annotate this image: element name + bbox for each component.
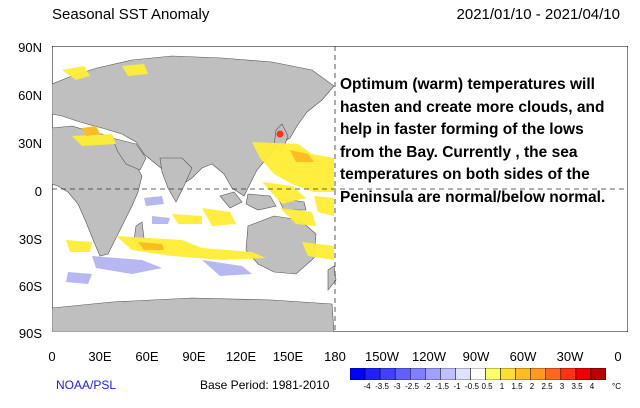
colorbar-tick: -0.5 bbox=[465, 382, 479, 391]
lon-label: 120W bbox=[412, 349, 446, 364]
colorbar-swatch bbox=[455, 368, 471, 380]
colorbar-tick: 4 bbox=[589, 382, 595, 391]
colorbar-swatch bbox=[545, 368, 562, 380]
colorbar-tick: 1 bbox=[499, 382, 505, 391]
colorbar-tick: 1.5 bbox=[511, 382, 523, 391]
colorbar-tick: 2 bbox=[529, 382, 535, 391]
lon-label: 150W bbox=[365, 349, 399, 364]
annotation-text: Optimum (warm) temperatures will hasten … bbox=[340, 74, 640, 209]
annotation-line: from the Bay. Currently , the sea bbox=[340, 143, 578, 161]
lat-label-90n: 90N bbox=[18, 40, 42, 55]
colorbar-unit: °C bbox=[612, 382, 621, 391]
lon-label: 150E bbox=[272, 349, 304, 364]
colorbar-swatch bbox=[440, 368, 456, 380]
lon-label: 0 bbox=[48, 349, 56, 364]
annotation-line: help in faster forming of the lows bbox=[340, 121, 584, 138]
colorbar-swatch bbox=[500, 368, 516, 380]
source-label: NOAA/PSL bbox=[56, 378, 117, 392]
colorbar bbox=[350, 368, 606, 380]
annotation-line: temperatures on both sides of the bbox=[340, 166, 590, 183]
lon-label: 0 bbox=[614, 349, 622, 364]
colorbar-tick: -3.5 bbox=[375, 382, 389, 391]
lon-label: 30W bbox=[556, 349, 584, 364]
lon-label: 90W bbox=[462, 349, 490, 364]
lon-label: 180 bbox=[324, 349, 346, 364]
colorbar-swatch bbox=[394, 368, 411, 380]
colorbar-swatch bbox=[485, 368, 501, 380]
lat-label-30s: 30S bbox=[18, 232, 42, 247]
colorbar-swatch bbox=[470, 368, 486, 380]
strong-warm-anomalies bbox=[82, 126, 314, 250]
colorbar-swatch bbox=[364, 368, 381, 380]
lon-label: 60W bbox=[509, 349, 537, 364]
annotation-line: Optimum (warm) temperatures will bbox=[340, 76, 595, 93]
colorbar-swatch bbox=[575, 368, 592, 380]
warm-anomalies bbox=[62, 64, 334, 260]
colorbar-swatch bbox=[590, 368, 606, 380]
colorbar-tick: -2.5 bbox=[405, 382, 419, 391]
date-range: 2021/01/10 - 2021/04/10 bbox=[456, 6, 620, 23]
sst-anomaly-map bbox=[52, 46, 628, 332]
colorbar-tick: 3 bbox=[559, 382, 565, 391]
colorbar-swatch bbox=[350, 368, 366, 380]
colorbar-swatch bbox=[379, 368, 396, 380]
lat-label-0: 0 bbox=[34, 184, 42, 199]
colorbar-tick: -1.5 bbox=[435, 382, 449, 391]
colorbar-tick: 3.5 bbox=[571, 382, 583, 391]
lon-label: 120E bbox=[225, 349, 257, 364]
colorbar-swatch bbox=[515, 368, 531, 380]
colorbar-tick: 0.5 bbox=[481, 382, 493, 391]
colorbar-swatch bbox=[409, 368, 426, 380]
colorbar-swatch bbox=[560, 368, 577, 380]
colorbar-tick: 2.5 bbox=[541, 382, 553, 391]
colorbar-swatch bbox=[425, 368, 441, 380]
hot-spot bbox=[276, 130, 284, 138]
colorbar-tick: -4 bbox=[363, 382, 371, 391]
lat-label-60n: 60N bbox=[18, 88, 42, 103]
colorbar-tick: -1 bbox=[453, 382, 461, 391]
colorbar-tick: -3 bbox=[393, 382, 401, 391]
lon-label: 60E bbox=[135, 349, 159, 364]
lat-label-30n: 30N bbox=[18, 136, 42, 151]
cool-anomalies bbox=[66, 196, 252, 284]
map-title: Seasonal SST Anomaly bbox=[52, 6, 210, 23]
lat-label-60s: 60S bbox=[18, 279, 42, 294]
colorbar-tick: -2 bbox=[423, 382, 431, 391]
lon-label: 90E bbox=[182, 349, 206, 364]
lat-label-90s: 90S bbox=[18, 326, 42, 341]
lon-label: 30E bbox=[88, 349, 112, 364]
annotation-line: Peninsula are normal/below normal. bbox=[340, 188, 606, 206]
annotation-line: hasten and create more clouds, and bbox=[340, 98, 605, 116]
base-period-label: Base Period: 1981-2010 bbox=[200, 378, 330, 392]
colorbar-swatch bbox=[530, 368, 547, 380]
